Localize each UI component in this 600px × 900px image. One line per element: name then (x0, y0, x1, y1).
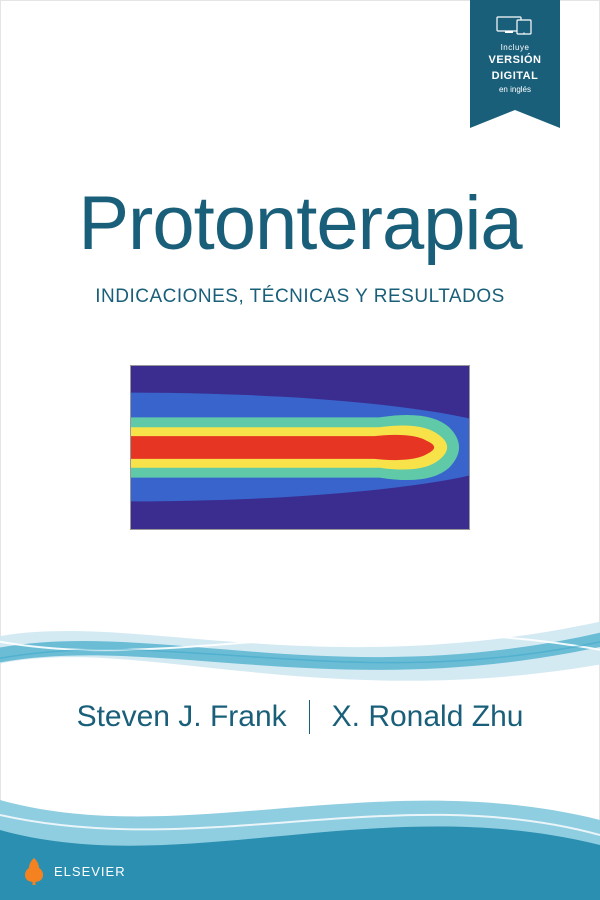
author-1: Steven J. Frank (77, 700, 287, 734)
ribbon-line2: VERSIÓN (470, 54, 560, 67)
book-subtitle: INDICACIONES, TÉCNICAS Y RESULTADOS (0, 286, 600, 308)
devices-icon (470, 14, 560, 39)
publisher-logo: ELSEVIER (20, 856, 126, 886)
ribbon-line1: Incluye (470, 43, 560, 53)
authors-row: Steven J. Frank X. Ronald Zhu (0, 700, 600, 734)
proton-beam-figure (130, 365, 470, 530)
digital-version-ribbon: Incluye VERSIÓN DIGITAL en inglés (470, 0, 560, 110)
ribbon-line4: en inglés (470, 85, 560, 95)
author-divider (309, 700, 310, 734)
decorative-wave-mid (0, 560, 600, 710)
publisher-name: ELSEVIER (54, 864, 126, 879)
ribbon-line3: DIGITAL (470, 70, 560, 83)
book-title: Protonterapia (0, 180, 600, 267)
author-2: X. Ronald Zhu (332, 700, 524, 734)
book-cover: Incluye VERSIÓN DIGITAL en inglés Proton… (0, 0, 600, 900)
elsevier-tree-icon (20, 856, 48, 886)
